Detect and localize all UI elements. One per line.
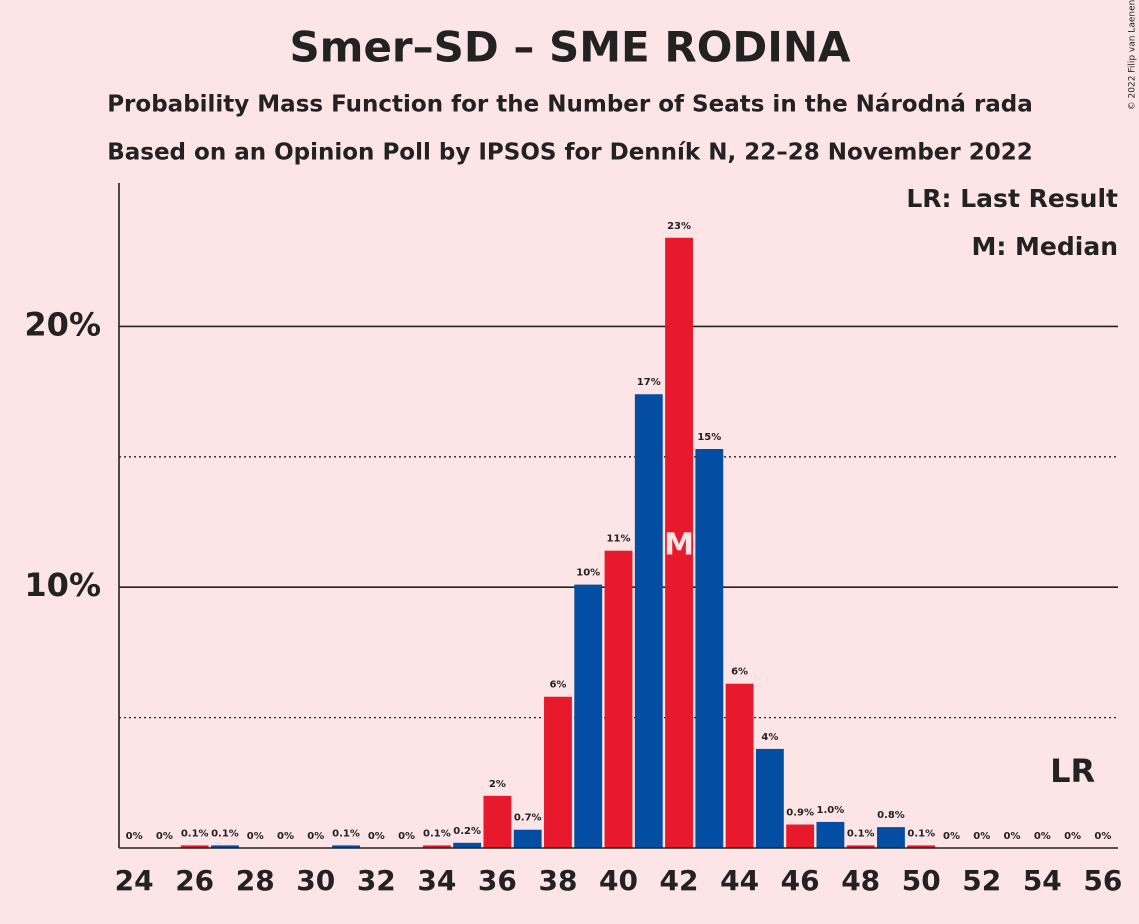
value-label: 0.8% <box>877 810 905 821</box>
value-label: 0% <box>126 831 143 842</box>
x-tick-label: 32 <box>357 864 396 897</box>
x-tick-label: 52 <box>962 864 1001 897</box>
x-tick-label: 30 <box>296 864 335 897</box>
copyright: © 2022 Filip van Laenen <box>1128 0 1138 110</box>
x-tick-label: 56 <box>1083 864 1122 897</box>
value-label: 0.2% <box>453 826 481 837</box>
value-label: 6% <box>549 680 566 691</box>
bar <box>332 845 360 848</box>
bar <box>816 821 845 848</box>
bar <box>513 829 542 848</box>
x-tick-label: 24 <box>115 864 154 897</box>
value-label: 4% <box>761 732 778 743</box>
value-label: 0% <box>307 831 324 842</box>
bar <box>695 449 724 848</box>
value-label: 17% <box>637 377 661 388</box>
bar <box>755 748 784 848</box>
value-label: 0% <box>398 831 415 842</box>
bar <box>453 842 482 848</box>
value-label: 23% <box>667 221 691 232</box>
x-tick-label: 50 <box>902 864 941 897</box>
value-label: 0.7% <box>514 813 542 824</box>
value-label: 0% <box>277 831 294 842</box>
chart-subtitle: Based on an Opinion Poll by IPSOS for De… <box>107 140 1033 166</box>
value-label: 0% <box>247 831 264 842</box>
bar <box>634 394 663 848</box>
value-label: 0.1% <box>181 828 209 839</box>
value-label: 1.0% <box>817 805 845 816</box>
bar <box>846 845 875 848</box>
value-label: 0% <box>1094 831 1111 842</box>
value-label: 0% <box>368 831 385 842</box>
x-tick-label: 36 <box>478 864 517 897</box>
bar <box>180 845 209 848</box>
x-tick-label: 54 <box>1023 864 1062 897</box>
value-label: 0% <box>156 831 173 842</box>
bar <box>211 845 239 848</box>
last-result-marker: LR <box>1050 752 1095 790</box>
value-label: 0.1% <box>423 828 451 839</box>
y-tick-label: 20% <box>24 305 101 343</box>
x-tick-label: 28 <box>236 864 275 897</box>
bar <box>786 824 815 848</box>
bar <box>907 845 936 848</box>
value-label: 0% <box>973 831 990 842</box>
bar <box>544 696 572 848</box>
value-label: 10% <box>576 568 600 579</box>
median-marker: M <box>664 528 694 563</box>
y-tick-label: 10% <box>24 566 101 604</box>
bar <box>604 550 633 848</box>
x-tick-label: 34 <box>417 864 456 897</box>
value-label: 0.1% <box>907 828 935 839</box>
x-tick-label: 46 <box>781 864 820 897</box>
value-label: 0% <box>943 831 960 842</box>
value-label: 0.1% <box>211 828 239 839</box>
x-tick-label: 38 <box>538 864 577 897</box>
legend-entry: M: Median <box>971 232 1118 261</box>
x-tick-label: 44 <box>720 864 759 897</box>
x-tick-label: 42 <box>660 864 699 897</box>
value-label: 0.1% <box>332 828 360 839</box>
value-label: 2% <box>489 779 506 790</box>
x-tick-label: 26 <box>175 864 214 897</box>
bar <box>877 827 905 848</box>
bar <box>665 237 693 848</box>
value-label: 15% <box>697 432 721 443</box>
value-label: 11% <box>607 534 631 545</box>
value-label: 0% <box>1064 831 1081 842</box>
bar <box>725 683 754 848</box>
value-label: 6% <box>731 667 748 678</box>
chart-title: Smer–SD – SME RODINA <box>289 23 851 72</box>
bar <box>422 845 451 848</box>
legend-entry: LR: Last Result <box>906 184 1118 213</box>
chart-subtitle: Probability Mass Function for the Number… <box>107 92 1033 118</box>
x-tick-label: 40 <box>599 864 638 897</box>
bar <box>483 795 512 848</box>
value-label: 0% <box>1034 831 1051 842</box>
bar <box>574 584 603 848</box>
value-label: 0.9% <box>786 808 814 819</box>
x-tick-label: 48 <box>841 864 880 897</box>
value-label: 0% <box>1004 831 1021 842</box>
value-label: 0.1% <box>847 828 875 839</box>
